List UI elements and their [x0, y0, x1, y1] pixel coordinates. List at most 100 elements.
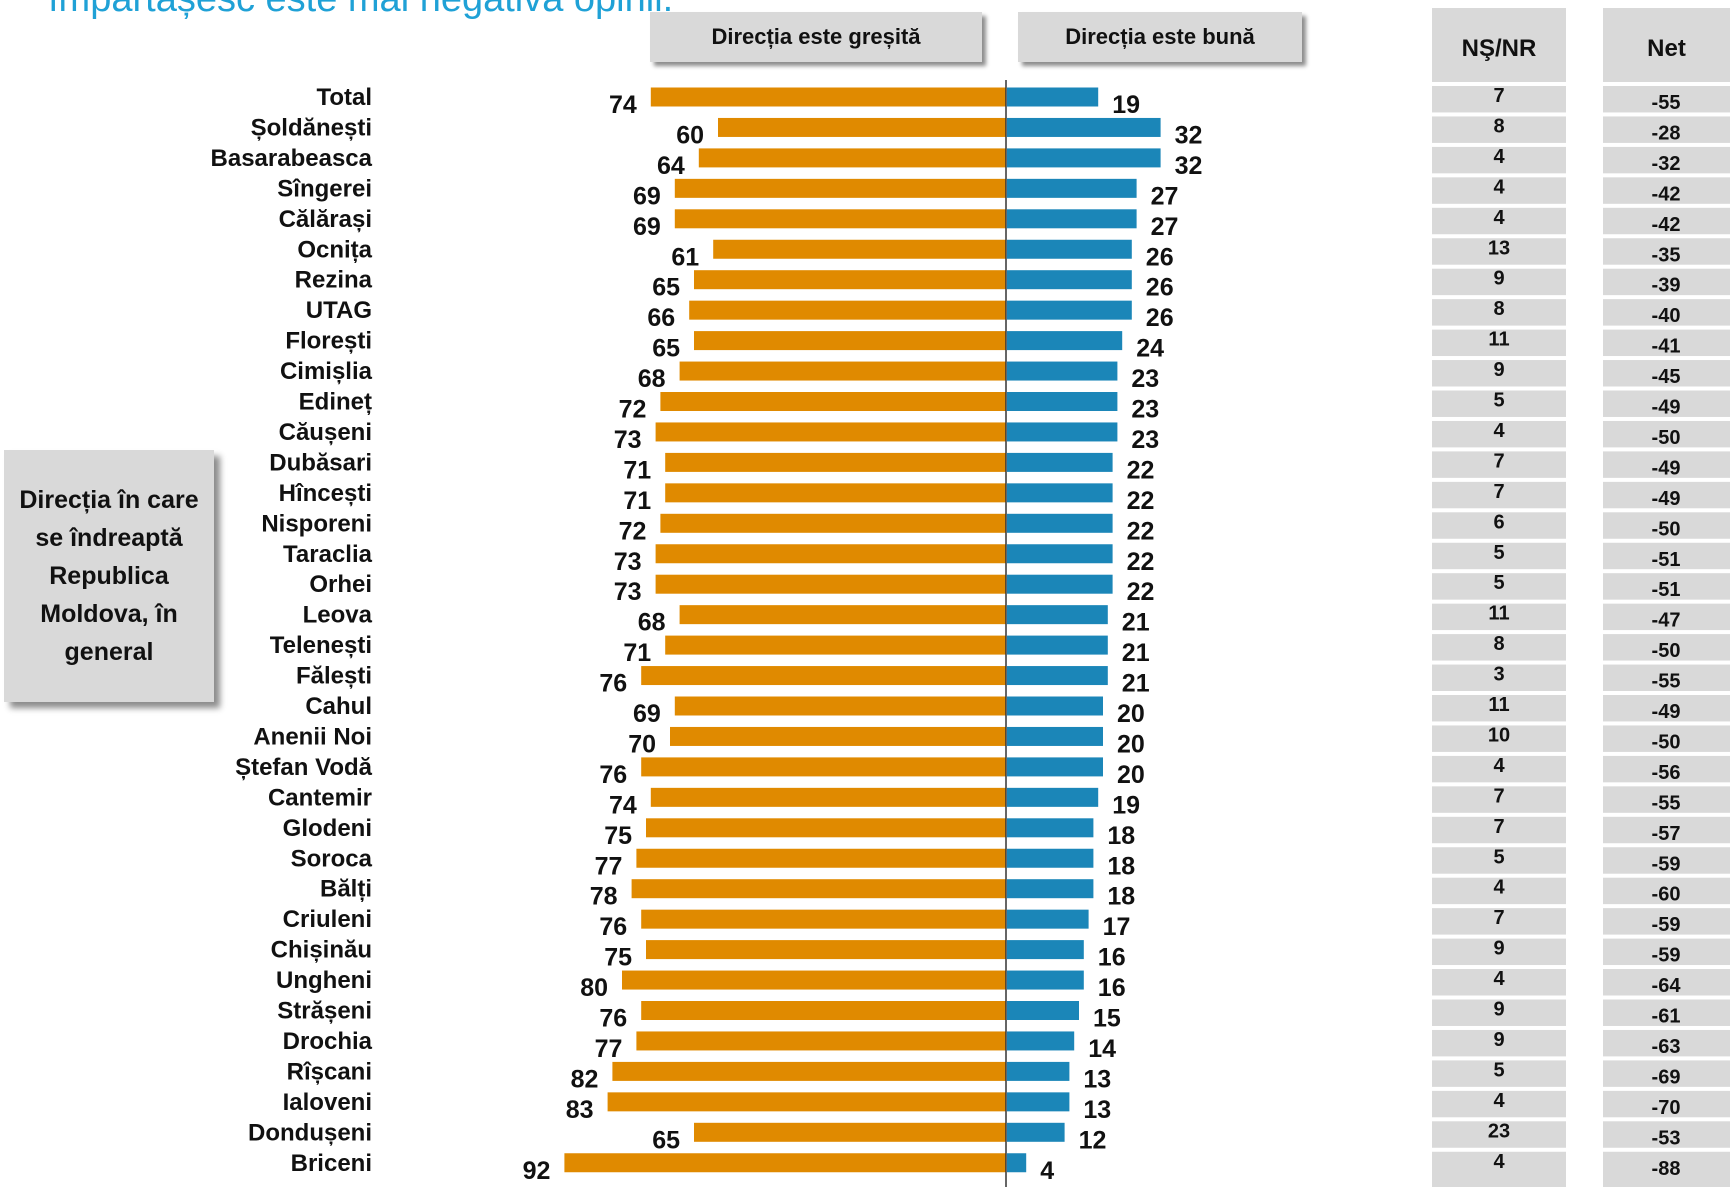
bar-good	[1007, 331, 1123, 351]
bar-wrong	[674, 209, 1006, 229]
net-row-separator	[1603, 1117, 1730, 1122]
data-label-wrong: 74	[609, 91, 637, 119]
data-label-wrong: 75	[604, 822, 632, 850]
data-label-good: 14	[1088, 1035, 1116, 1063]
bar-good	[1007, 666, 1108, 686]
bar-good	[1007, 1061, 1070, 1081]
bar-wrong	[641, 1001, 1006, 1020]
net-row-separator	[1603, 691, 1730, 695]
category-label: Strășeni	[277, 998, 372, 1025]
category-label: Rîșcani	[287, 1058, 372, 1085]
category-label: Ungheni	[276, 967, 372, 994]
dk-row-separator	[1432, 782, 1566, 787]
net-row-separator	[1603, 1147, 1730, 1152]
data-label-wrong: 71	[623, 456, 651, 484]
data-label-good: 21	[1122, 609, 1150, 637]
bar-wrong	[665, 635, 1006, 655]
category-label: Orhei	[309, 571, 372, 598]
dk-row-separator	[1432, 82, 1566, 86]
dont-know-value: 4	[1493, 1151, 1505, 1173]
data-label-wrong: 77	[595, 1035, 623, 1063]
category-label: Cimișlia	[280, 358, 373, 385]
bar-wrong	[660, 392, 1006, 411]
category-label: Cantemir	[268, 784, 372, 811]
dont-know-value: 9	[1493, 999, 1504, 1021]
dont-know-value: 7	[1493, 481, 1504, 503]
net-value: -59	[1652, 853, 1681, 875]
data-label-wrong: 80	[580, 974, 608, 1002]
net-value: -59	[1652, 914, 1681, 936]
data-label-wrong: 68	[638, 365, 666, 393]
dont-know-value: 8	[1493, 298, 1504, 320]
dont-know-value: 5	[1493, 542, 1504, 564]
bar-wrong	[650, 787, 1006, 807]
bar-wrong	[679, 361, 1006, 381]
bar-good	[1007, 544, 1113, 564]
net-row-separator	[1603, 782, 1730, 787]
dk-row-separator	[1432, 995, 1566, 1000]
category-label: Criuleni	[283, 906, 372, 933]
net-value: -32	[1652, 153, 1681, 175]
net-row-separator	[1603, 904, 1730, 909]
category-label: Taraclia	[283, 541, 373, 568]
bar-wrong	[713, 239, 1006, 259]
data-label-good: 22	[1127, 517, 1155, 545]
data-label-wrong: 72	[619, 396, 647, 424]
bar-wrong	[631, 879, 1006, 899]
dont-know-value: 4	[1493, 176, 1505, 198]
net-value: -70	[1652, 1097, 1681, 1119]
dk-row-separator	[1432, 477, 1566, 482]
category-label: Nisporeni	[261, 510, 372, 537]
dont-know-value: 8	[1493, 633, 1504, 655]
net-value: -88	[1652, 1158, 1681, 1180]
data-label-good: 23	[1131, 396, 1159, 424]
data-label-wrong: 83	[566, 1096, 594, 1124]
data-label-wrong: 71	[623, 639, 651, 667]
dont-know-value: 4	[1493, 146, 1505, 168]
net-value: -40	[1652, 305, 1681, 327]
category-label: Căușeni	[279, 419, 372, 446]
bar-good	[1007, 361, 1118, 381]
bar-wrong	[646, 940, 1006, 960]
net-value: -59	[1652, 945, 1681, 967]
dont-know-value: 3	[1493, 664, 1504, 686]
net-value: -57	[1652, 823, 1681, 845]
dk-row-separator	[1432, 843, 1566, 848]
data-label-wrong: 72	[619, 517, 647, 545]
bar-good	[1007, 726, 1103, 746]
category-label: Florești	[285, 328, 372, 355]
net-row-separator	[1603, 934, 1730, 939]
dont-know-value: 5	[1493, 846, 1504, 868]
bar-wrong	[612, 1061, 1006, 1081]
data-label-good: 16	[1098, 944, 1126, 972]
bar-wrong	[564, 1153, 1006, 1173]
dont-know-value: 7	[1493, 785, 1504, 807]
bar-good	[1007, 879, 1094, 899]
dk-row-separator	[1432, 173, 1566, 178]
net-value: -50	[1652, 640, 1681, 662]
net-row-separator	[1603, 995, 1730, 1000]
net-row-separator	[1603, 203, 1730, 208]
dont-know-value: 4	[1493, 968, 1505, 990]
dont-know-value: 5	[1493, 390, 1504, 412]
bar-wrong	[670, 726, 1006, 746]
bar-good	[1007, 605, 1108, 625]
net-row-separator	[1603, 447, 1730, 452]
bar-wrong	[665, 483, 1006, 503]
bar-good	[1007, 392, 1118, 411]
data-label-wrong: 73	[614, 548, 642, 576]
bar-wrong	[718, 117, 1006, 137]
category-label: Briceni	[291, 1150, 372, 1177]
dk-row-separator	[1432, 203, 1566, 208]
bar-wrong	[694, 331, 1006, 351]
bar-wrong	[650, 87, 1006, 107]
bar-good	[1007, 848, 1094, 868]
net-value: -49	[1652, 488, 1681, 510]
dont-know-value: 11	[1488, 694, 1509, 716]
dk-row-separator	[1432, 416, 1566, 421]
data-label-wrong: 76	[599, 670, 627, 698]
data-label-wrong: 69	[633, 213, 661, 241]
net-row-separator	[1603, 142, 1730, 147]
dk-row-separator	[1432, 904, 1566, 909]
data-label-wrong: 77	[595, 852, 623, 880]
